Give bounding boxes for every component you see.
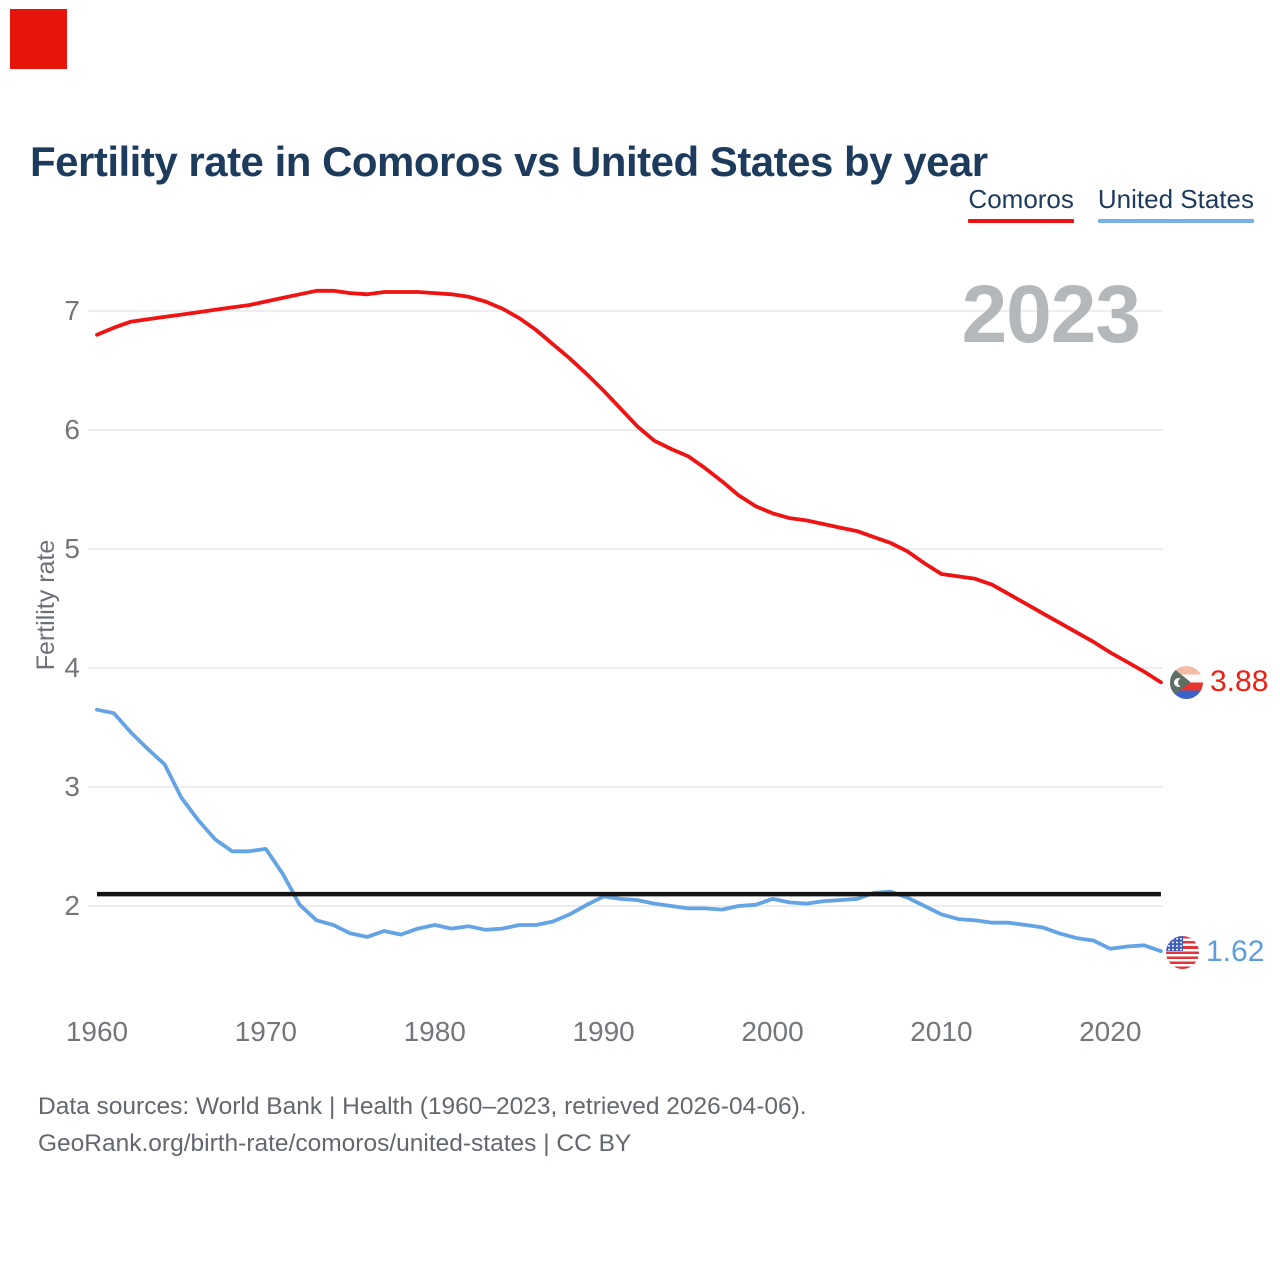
y-tick-label-2: 2 bbox=[64, 890, 80, 921]
y-tick-label-5: 5 bbox=[64, 533, 80, 564]
comoros-flag-crescent-bite bbox=[1178, 677, 1187, 687]
legend-label-united-states: United States bbox=[1097, 184, 1254, 214]
legend-label-comoros: Comoros bbox=[968, 184, 1074, 214]
series-line-united-states[interactable] bbox=[95, 707, 1163, 954]
us-flag-icon bbox=[1166, 935, 1199, 969]
legend: Comoros United States bbox=[968, 184, 1254, 223]
x-tick-label-1970: 1970 bbox=[234, 1016, 298, 1047]
legend-item-comoros[interactable]: Comoros bbox=[968, 184, 1074, 223]
x-tick-label-1960: 1960 bbox=[65, 1016, 129, 1047]
y-tick-label-4: 4 bbox=[64, 652, 80, 683]
x-tick-label-2000: 2000 bbox=[741, 1016, 804, 1047]
legend-underline-comoros bbox=[968, 219, 1074, 223]
comoros-end-label[interactable]: 3.88 bbox=[1170, 665, 1268, 699]
x-tick-label-2010: 2010 bbox=[910, 1016, 973, 1047]
year-watermark: 2023 bbox=[961, 269, 1141, 360]
x-tick-label-1980: 1980 bbox=[403, 1016, 466, 1047]
footer: Data sources: World Bank | Health (1960–… bbox=[38, 1088, 807, 1162]
footer-data-sources: Data sources: World Bank | Health (1960–… bbox=[38, 1093, 807, 1120]
comoros-flag-icon bbox=[1170, 665, 1203, 699]
us-end-label[interactable]: 1.62 bbox=[1166, 935, 1264, 969]
y-tick-label-3: 3 bbox=[64, 771, 80, 802]
footer-attribution: GeoRank.org/birth-rate/comoros/united-st… bbox=[38, 1130, 632, 1157]
us-flag-canton bbox=[1166, 935, 1183, 951]
comoros-end-value: 3.88 bbox=[1210, 665, 1269, 698]
series-line-comoros[interactable] bbox=[95, 288, 1163, 685]
y-tick-label-7: 7 bbox=[64, 295, 80, 326]
legend-underline-united-states bbox=[1097, 219, 1254, 223]
georank-logo-square[interactable] bbox=[10, 9, 67, 69]
legend-item-united-states[interactable]: United States bbox=[1097, 184, 1254, 223]
page-title: Fertility rate in Comoros vs United Stat… bbox=[30, 138, 988, 186]
y-tick-label-6: 6 bbox=[64, 414, 80, 445]
us-end-value: 1.62 bbox=[1206, 935, 1265, 968]
x-tick-label-1990: 1990 bbox=[572, 1016, 635, 1047]
x-tick-label-2020: 2020 bbox=[1079, 1016, 1142, 1047]
y-axis-title: Fertility rate bbox=[32, 539, 60, 671]
